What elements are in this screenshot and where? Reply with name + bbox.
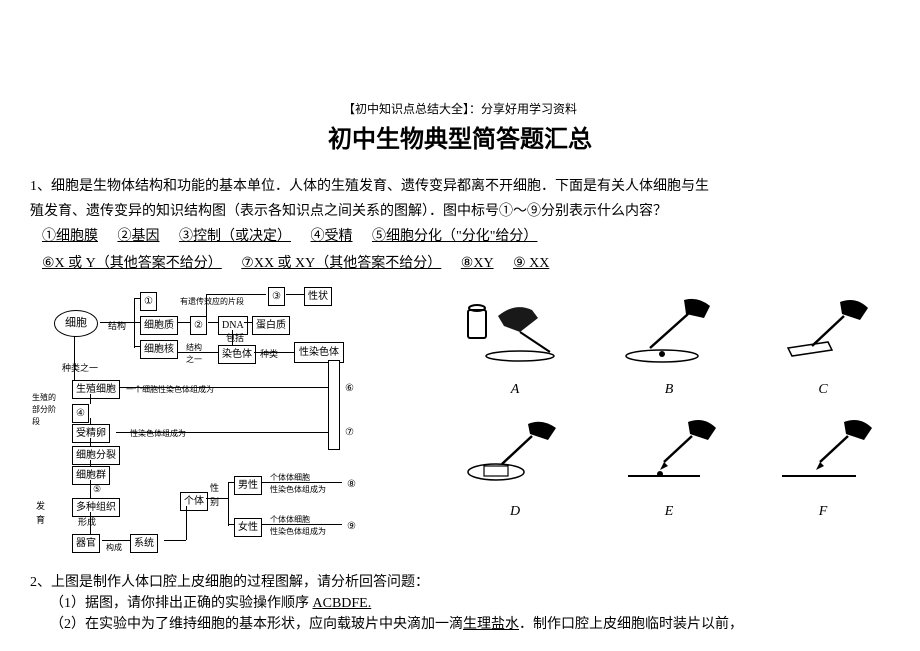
- lbl-compose: 构成: [106, 542, 122, 554]
- node-n9: ⑨: [344, 518, 359, 535]
- hand-f-icon: [768, 414, 878, 494]
- q2-sub2-ans: 生理盐水: [463, 617, 519, 632]
- hand-d-label: D: [448, 501, 582, 522]
- q2-body: 上图是制作人体口腔上皮细胞的过程图解，请分析回答问题：: [51, 575, 429, 590]
- lbl-struct-one: 结构之一: [186, 342, 202, 366]
- ans9: ⑨ XX: [513, 256, 549, 271]
- lbl-sex: 性别: [210, 482, 219, 509]
- big-box: [328, 360, 340, 450]
- node-protein: 蛋白质: [252, 316, 290, 335]
- node-cytoplasm: 细胞质: [140, 316, 178, 335]
- node-tissues: 多种组织: [72, 498, 120, 517]
- q2-sub1-pre: （1）据图，请你排出正确的实验操作顺序: [50, 596, 313, 611]
- ans1: ①细胞膜: [42, 229, 98, 244]
- lbl-form: 形成: [78, 516, 96, 530]
- node-n2: ②: [190, 316, 207, 335]
- q2-sub2-post: ．制作口腔上皮细胞临时装片以前，: [519, 617, 743, 632]
- node-body: 个体: [180, 492, 208, 511]
- node-n6: ⑥: [342, 380, 357, 397]
- lbl-kind-one: 种类之一: [62, 362, 98, 376]
- node-div: 细胞分裂: [72, 446, 120, 465]
- hand-a: A: [448, 292, 582, 400]
- q2-num: 2、: [30, 575, 51, 590]
- ans8: ⑧XY: [461, 256, 494, 271]
- ans4: ④受精: [311, 229, 353, 244]
- q1-num: 1、: [30, 179, 51, 194]
- node-n3: ③: [268, 287, 285, 306]
- lbl-one-chr: 一个细胞性染色体组成为: [126, 384, 214, 396]
- hand-b-label: B: [602, 379, 736, 400]
- hand-a-label: A: [448, 379, 582, 400]
- figures-row: 细胞 结构 ① 细胞质 细胞核 有遗传效应的片段 ② DNA 蛋白质 ③ 性状 …: [30, 282, 890, 562]
- node-n4: ④: [72, 404, 89, 423]
- hand-c: C: [756, 292, 890, 400]
- node-chromosome: 染色体: [218, 345, 256, 364]
- lbl-somatic2: 个体体细胞性染色体组成为: [270, 514, 326, 538]
- hand-c-icon: [768, 292, 878, 372]
- hand-e: E: [602, 414, 736, 522]
- node-n7: ⑦: [342, 424, 357, 441]
- lbl-dev: 发育: [36, 500, 45, 527]
- q2-text: 2、上图是制作人体口腔上皮细胞的过程图解，请分析回答问题：: [30, 572, 890, 593]
- hand-b: B: [602, 292, 736, 400]
- node-n5: ⑤: [90, 482, 104, 498]
- hands-grid: A B C D: [448, 282, 890, 522]
- ans5: ⑤细胞分化（"分化"给分）: [372, 229, 537, 244]
- hand-d: D: [448, 414, 582, 522]
- hand-a-icon: [460, 292, 570, 372]
- node-nucleus: 细胞核: [140, 340, 178, 359]
- q2-sub2: （2）在实验中为了维持细胞的基本形状，应向载玻片中央滴加一滴生理盐水．制作口腔上…: [50, 614, 890, 635]
- q2-sub1: （1）据图，请你排出正确的实验操作顺序 ACBDFE.: [50, 593, 890, 614]
- q1-text1: 细胞是生物体结构和功能的基本单位．人体的生殖发育、遗传变异都离不开细胞．下面是有…: [51, 179, 709, 194]
- lbl-stage: 生殖的部分阶段: [32, 392, 56, 428]
- page-title: 初中生物典型简答题汇总: [30, 122, 890, 158]
- node-n8: ⑧: [344, 476, 359, 493]
- node-male: 男性: [234, 476, 262, 495]
- node-organ: 器官: [72, 534, 100, 553]
- hand-b-icon: [614, 292, 724, 372]
- ans2: ②基因: [118, 229, 160, 244]
- ans6: ⑥X 或 Y（其他答案不给分）: [42, 256, 222, 271]
- lbl-hereditary: 有遗传效应的片段: [180, 296, 244, 308]
- q1-line1: 1、细胞是生物体结构和功能的基本单位．人体的生殖发育、遗传变异都离不开细胞．下面…: [30, 176, 890, 197]
- hand-d-icon: [460, 414, 570, 494]
- ans7: ⑦XX 或 XY（其他答案不给分）: [241, 256, 441, 271]
- flowchart-diagram: 细胞 结构 ① 细胞质 细胞核 有遗传效应的片段 ② DNA 蛋白质 ③ 性状 …: [30, 282, 430, 562]
- node-female: 女性: [234, 518, 262, 537]
- node-zygote: 受精卵: [72, 424, 110, 443]
- q1-answers-row2: ⑥X 或 Y（其他答案不给分） ⑦XX 或 XY（其他答案不给分） ⑧XY ⑨ …: [42, 253, 890, 274]
- hand-f-label: F: [756, 501, 890, 522]
- node-germ: 生殖细胞: [72, 380, 120, 399]
- hand-c-label: C: [756, 379, 890, 400]
- lbl-somatic1: 个体体细胞性染色体组成为: [270, 472, 326, 496]
- lbl-sex-compose: 性染色体组成为: [130, 428, 186, 440]
- node-trait1: 性状: [304, 287, 332, 306]
- lbl-kind: 种类: [260, 348, 278, 362]
- hand-f: F: [756, 414, 890, 522]
- hand-e-label: E: [602, 501, 736, 522]
- node-system: 系统: [130, 534, 158, 553]
- q1-answers-row1: ①细胞膜 ②基因 ③控制（或决定） ④受精 ⑤细胞分化（"分化"给分）: [42, 226, 890, 247]
- q2-sub1-ans: ACBDFE.: [313, 596, 372, 611]
- hand-e-icon: [614, 414, 724, 494]
- lbl-contains: 包括: [226, 332, 244, 346]
- header-note: 【初中知识点总结大全】：分享好用学习资料: [30, 100, 890, 118]
- node-cell: 细胞: [54, 310, 98, 337]
- q2-sub2-pre: （2）在实验中为了维持细胞的基本形状，应向载玻片中央滴加一滴: [50, 617, 463, 632]
- q1-line2: 殖发育、遗传变异的知识结构图（表示各知识点之间关系的图解）．图中标号①～⑨分别表…: [30, 201, 890, 222]
- node-n1: ①: [140, 292, 157, 311]
- ans3: ③控制（或决定）: [179, 229, 291, 244]
